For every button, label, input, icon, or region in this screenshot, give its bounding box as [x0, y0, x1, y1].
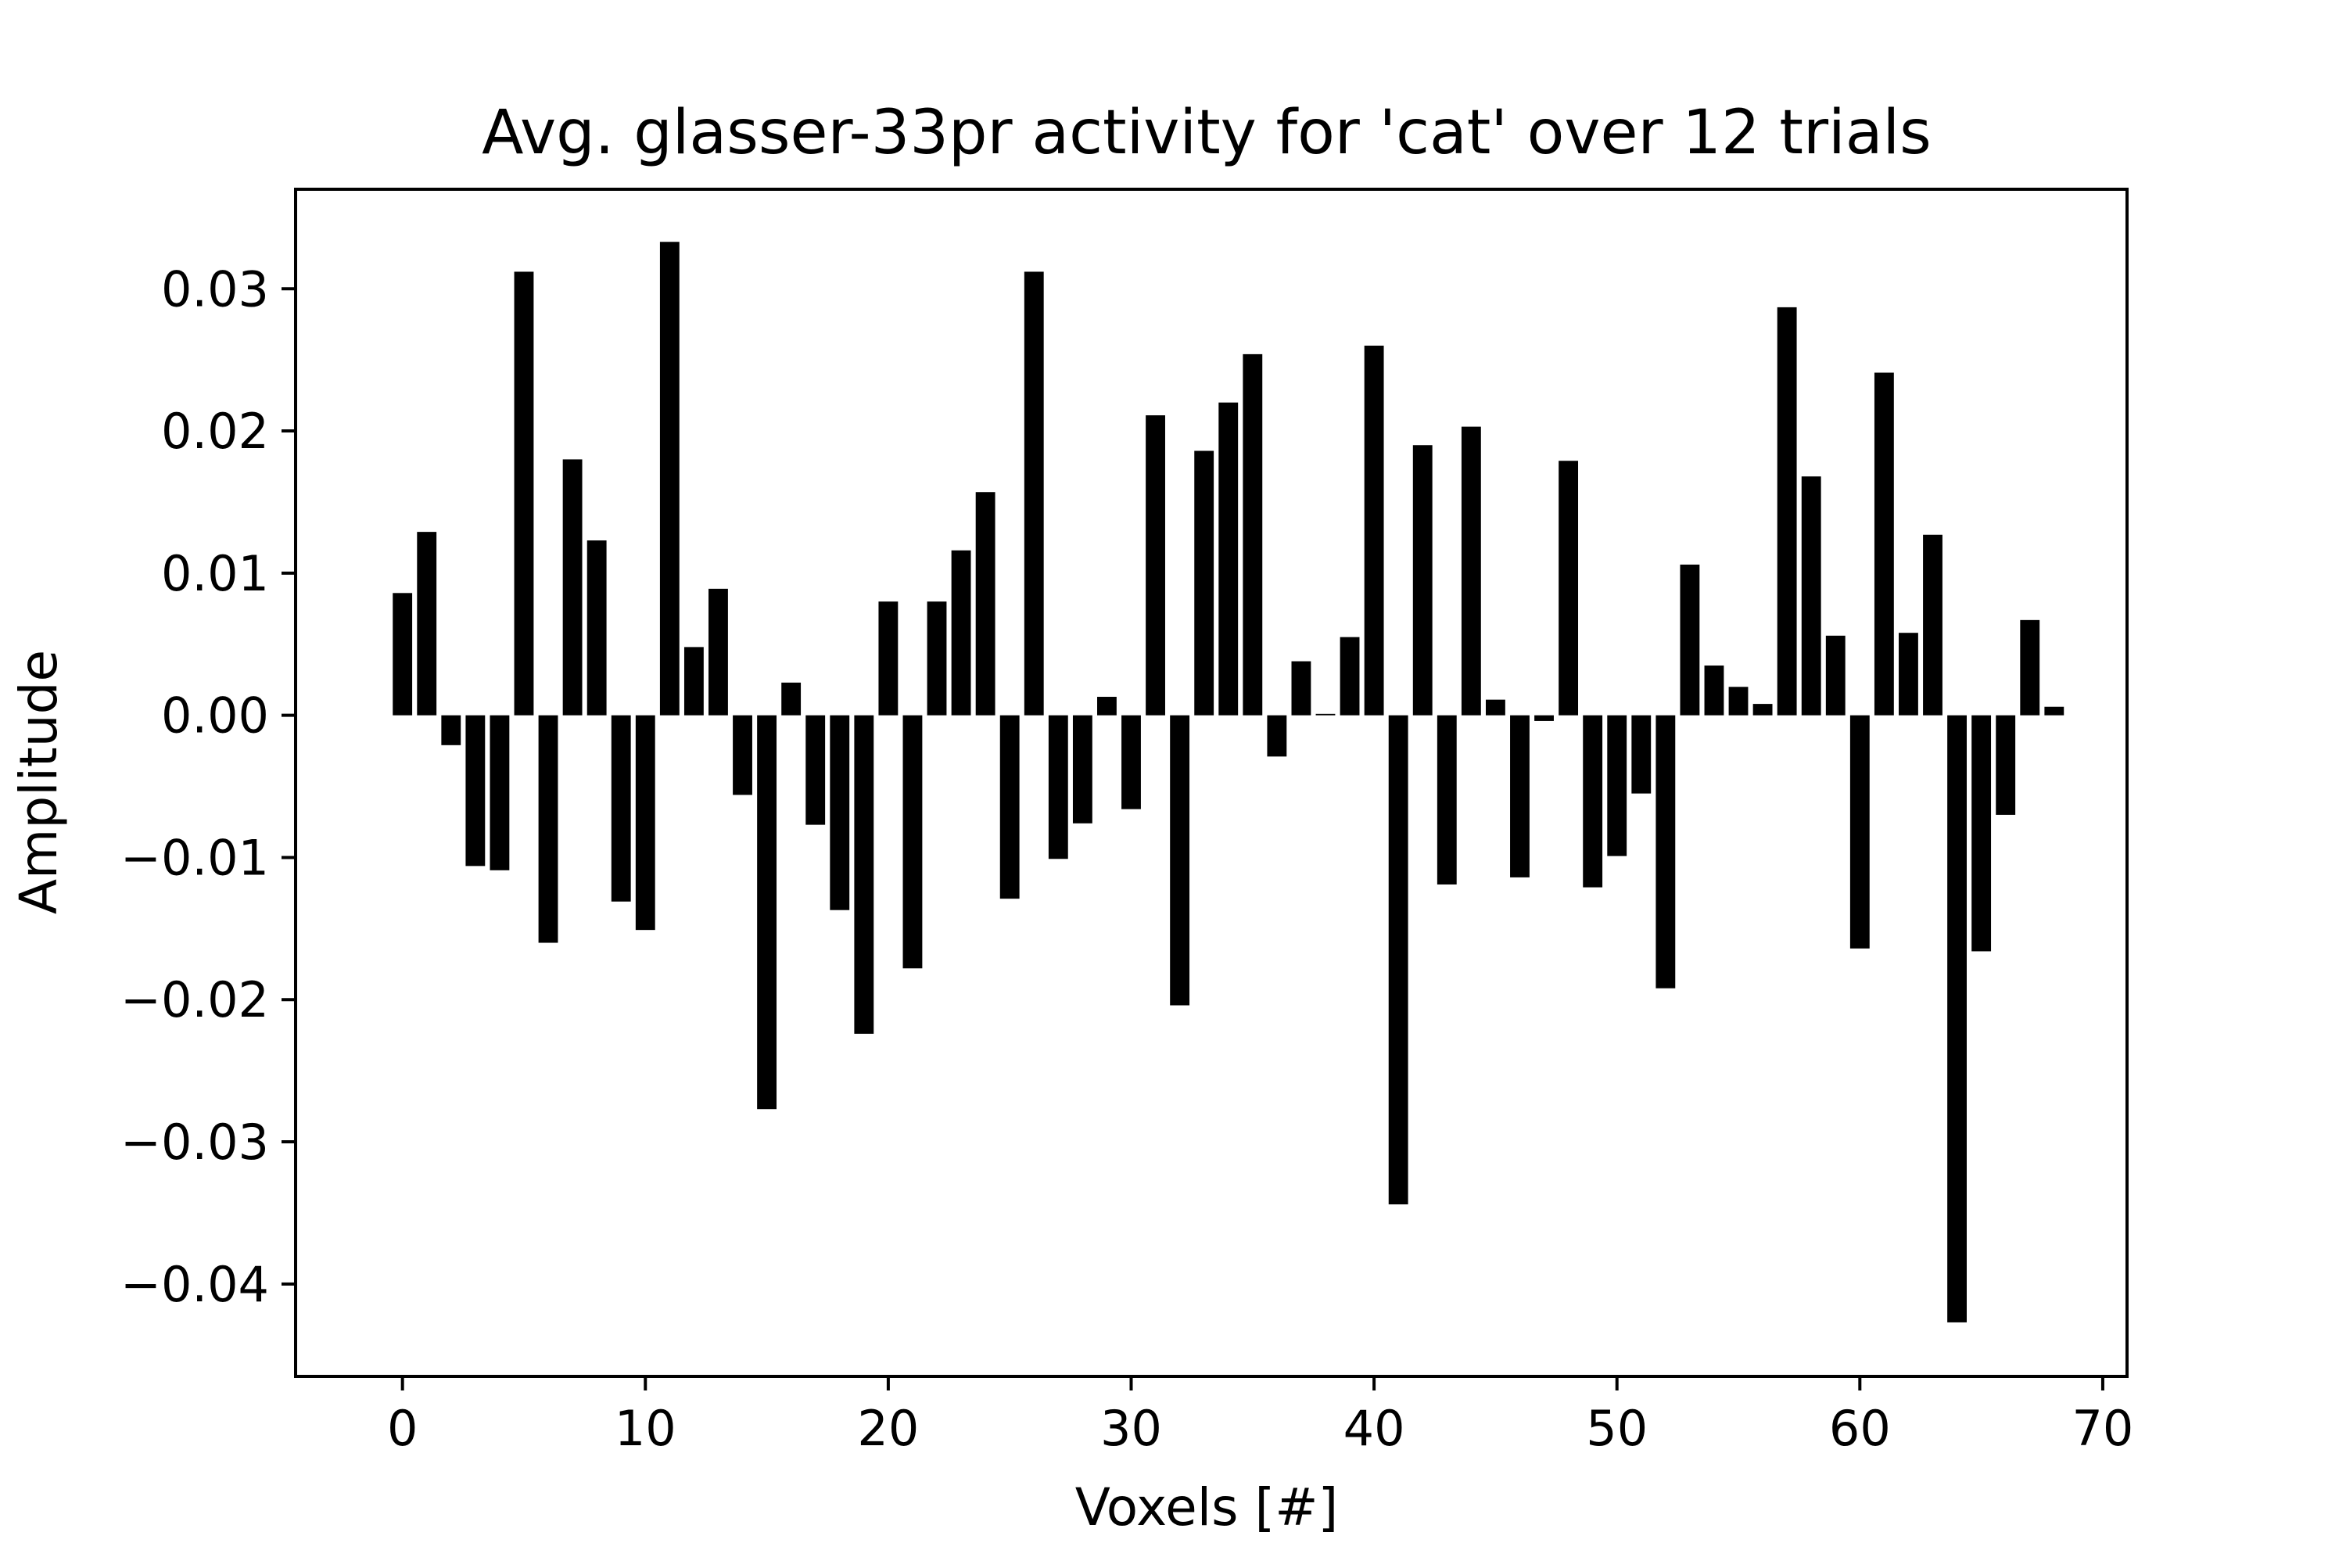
y-tick-label: 0.03	[161, 260, 269, 318]
bar-66	[1996, 715, 2016, 815]
bar-41	[1388, 715, 1408, 1205]
bar-19	[854, 715, 874, 1034]
bar-56	[1752, 704, 1773, 716]
bar-59	[1825, 635, 1846, 716]
bar-61	[1874, 372, 1894, 716]
bar-17	[805, 715, 826, 825]
bar-42	[1412, 445, 1433, 716]
bar-27	[1048, 715, 1068, 859]
x-axis: 0 10 20 30 40 50 60 70	[387, 1376, 2133, 1457]
chart-title: Avg. glasser-33pr activity for 'cat' ove…	[482, 98, 1932, 168]
bar-18	[830, 715, 850, 910]
bar-43	[1437, 715, 1457, 884]
x-tick-label: 0	[387, 1400, 418, 1457]
bar-68	[2044, 706, 2064, 716]
bar-60	[1849, 715, 1870, 949]
x-tick-label: 70	[2072, 1400, 2133, 1457]
y-axis: 0.03 0.02 0.01 0.00 −0.01 −0.02 −0.03 −0.04	[120, 260, 296, 1313]
bar-50	[1607, 715, 1627, 856]
bar-51	[1631, 715, 1652, 794]
y-tick-label: −0.02	[120, 971, 269, 1028]
bar-20	[878, 601, 899, 716]
x-tick-label: 10	[615, 1400, 676, 1457]
bar-55	[1728, 687, 1749, 716]
bars-group	[393, 242, 2064, 1322]
bar-67	[2020, 619, 2040, 716]
bar-10	[635, 715, 655, 931]
bar-5	[514, 271, 534, 716]
bar-52	[1655, 715, 1676, 989]
x-tick-label: 20	[857, 1400, 919, 1457]
bar-33	[1194, 450, 1214, 716]
bar-12	[683, 647, 704, 716]
y-tick-label: 0.01	[161, 545, 269, 602]
bar-8	[586, 540, 607, 716]
bar-11	[659, 242, 680, 716]
bar-40	[1364, 345, 1384, 716]
y-tick-label: −0.01	[120, 829, 269, 886]
y-tick-label: −0.04	[120, 1256, 269, 1313]
x-tick-label: 60	[1829, 1400, 1891, 1457]
bar-62	[1899, 633, 1918, 716]
bar-7	[562, 459, 583, 716]
bar-28	[1072, 715, 1092, 823]
bar-30	[1121, 715, 1141, 809]
bar-14	[733, 715, 752, 795]
bar-29	[1097, 697, 1117, 716]
bar-54	[1704, 666, 1724, 716]
bar-6	[538, 715, 558, 943]
bar-58	[1801, 476, 1821, 716]
x-axis-label: Voxels [#]	[1075, 1477, 1339, 1538]
bar-44	[1461, 426, 1481, 716]
bar-13	[708, 588, 728, 716]
bar-31	[1146, 415, 1165, 716]
bar-3	[465, 715, 486, 867]
bar-1	[417, 532, 437, 716]
bar-2	[441, 715, 461, 745]
bar-36	[1267, 715, 1287, 757]
bar-34	[1218, 402, 1239, 716]
bar-26	[1024, 271, 1044, 716]
bar-53	[1680, 564, 1700, 716]
bar-45	[1485, 699, 1505, 716]
bar-9	[611, 715, 631, 902]
bar-15	[757, 715, 777, 1110]
x-tick-label: 40	[1343, 1400, 1405, 1457]
bar-47	[1534, 715, 1554, 721]
bar-0	[393, 593, 413, 716]
bar-22	[927, 601, 947, 716]
bar-23	[951, 550, 971, 716]
bar-35	[1243, 353, 1263, 716]
bar-37	[1291, 661, 1311, 716]
bar-48	[1559, 461, 1579, 716]
plot-frame	[294, 188, 2129, 1378]
bar-64	[1947, 715, 1967, 1322]
y-axis-label: Amplitude	[9, 650, 69, 914]
bar-25	[999, 715, 1020, 899]
y-tick-label: 0.00	[161, 687, 269, 745]
bar-46	[1510, 715, 1530, 877]
bar-24	[975, 492, 995, 716]
y-tick-label: 0.02	[161, 403, 269, 460]
bar-21	[902, 715, 923, 969]
bar-39	[1340, 637, 1360, 716]
x-tick-label: 30	[1100, 1400, 1162, 1457]
bar-32	[1170, 715, 1190, 1006]
bar-4	[490, 715, 510, 870]
bar-38	[1315, 713, 1336, 716]
x-tick-label: 50	[1586, 1400, 1648, 1457]
bar-65	[1971, 715, 1992, 952]
bar-57	[1777, 307, 1797, 716]
bar-49	[1583, 715, 1603, 888]
bar-16	[781, 682, 802, 716]
bar-63	[1923, 534, 1942, 716]
y-tick-label: −0.03	[120, 1114, 269, 1171]
